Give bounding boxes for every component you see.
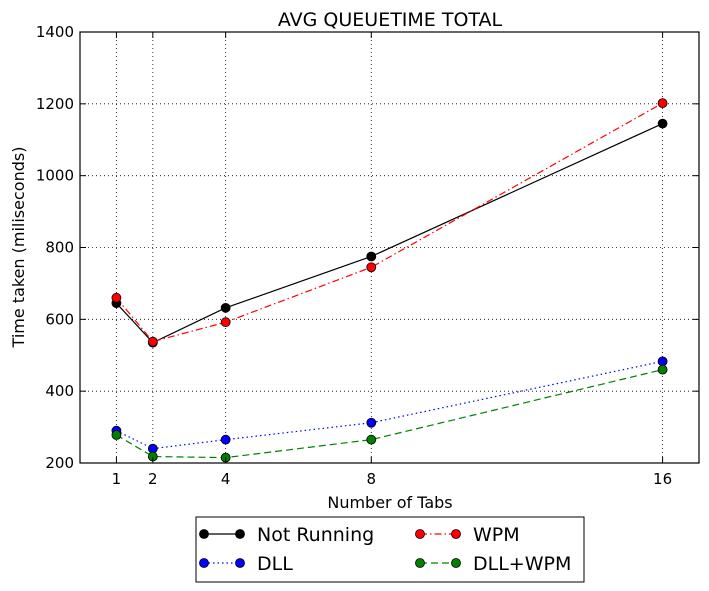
- x-tick-label: 1: [112, 470, 122, 488]
- data-point-wpm: [111, 292, 122, 303]
- data-point-not-running: [220, 302, 231, 313]
- series-markers: [111, 98, 668, 463]
- data-point-not-running: [366, 251, 377, 262]
- data-point-dll-wpm: [111, 430, 122, 440]
- data-point-wpm: [657, 98, 668, 109]
- y-tick-label: 600: [45, 310, 74, 328]
- chart-legend: Not Running WPM DLL DLL+WPM: [195, 516, 585, 583]
- legend-marker-dll-wpm: [415, 558, 425, 568]
- data-point-dll: [366, 417, 377, 428]
- y-tick-label: 400: [45, 382, 74, 400]
- data-point-wpm: [147, 336, 158, 347]
- legend-label-wpm: WPM: [473, 524, 520, 546]
- x-tick-label: 16: [653, 470, 672, 488]
- y-axis-label: Time taken (miliseconds): [9, 147, 28, 349]
- y-tick-label: 200: [45, 454, 74, 472]
- legend-marker-dll: [235, 558, 245, 568]
- data-point-wpm: [366, 262, 377, 273]
- y-tick-label: 1000: [36, 167, 74, 185]
- legend-marker-wpm: [451, 529, 461, 539]
- data-point-dll: [220, 434, 231, 445]
- y-tick-label: 1200: [36, 95, 74, 113]
- legend-label-dll-wpm: DLL+WPM: [473, 553, 571, 575]
- x-tick-label: 8: [367, 470, 377, 488]
- legend-marker-dll-wpm: [451, 558, 461, 568]
- data-point-dll: [657, 356, 668, 367]
- legend-box: [195, 516, 585, 583]
- data-point-not-running: [657, 118, 668, 129]
- y-tick-label: 1400: [36, 23, 74, 41]
- data-point-dll-wpm: [657, 364, 668, 375]
- data-point-wpm: [220, 317, 231, 328]
- legend-marker-wpm: [415, 529, 425, 539]
- x-tick-label: 4: [221, 470, 231, 488]
- legend-marker-dll: [199, 558, 209, 568]
- axis-ticks: 1 2 4 8 16 200 400 600 800 1000 1200 1400: [36, 23, 699, 488]
- legend-marker-not-running: [235, 529, 245, 539]
- legend-label-dll: DLL: [257, 553, 293, 575]
- data-point-dll-wpm: [366, 434, 377, 445]
- x-axis-label: Number of Tabs: [327, 493, 452, 512]
- legend-marker-not-running: [199, 529, 209, 539]
- x-tick-label: 2: [148, 470, 158, 488]
- legend-label-not-running: Not Running: [257, 524, 374, 546]
- y-tick-label: 800: [45, 239, 74, 257]
- chart-title: AVG QUEUETIME TOTAL: [278, 9, 503, 31]
